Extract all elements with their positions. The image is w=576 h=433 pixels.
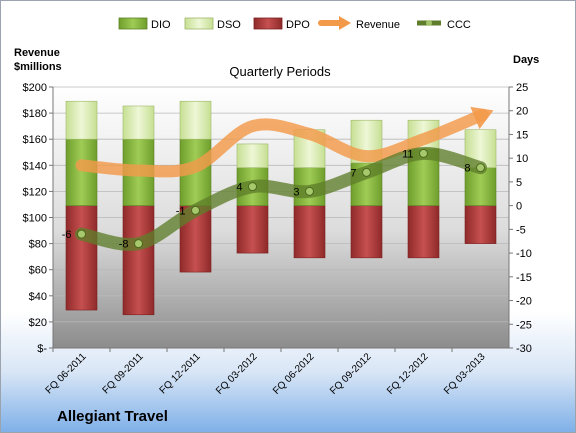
chart-title: Quarterly Periods xyxy=(229,64,331,79)
revenue-line xyxy=(75,108,489,178)
legend-revenue-label: Revenue xyxy=(356,19,400,31)
left-axis-title-line2: $millions xyxy=(14,61,62,73)
left-tick-label: $40 xyxy=(29,291,47,303)
x-tick-label: FQ 12-2012 xyxy=(385,351,431,397)
right-tick-label: 25 xyxy=(516,82,528,94)
left-tick-label: $60 xyxy=(29,265,47,277)
dso-bar xyxy=(236,143,269,168)
legend-revenue-arrow-icon xyxy=(318,16,351,30)
ccc-line xyxy=(75,146,487,251)
left-tick-label: $20 xyxy=(29,317,47,329)
right-tick-label: -25 xyxy=(516,319,532,331)
ccc-layer: -6 -8 -1 4 3 7 11 8 xyxy=(62,146,487,251)
dpo-bar xyxy=(293,205,326,259)
left-tick-label: $100 xyxy=(23,213,47,225)
ccc-point xyxy=(305,186,314,196)
dpo-bar xyxy=(350,205,383,259)
ccc-point xyxy=(362,167,371,177)
dpo-bar xyxy=(122,205,155,316)
ccc-data-label: -8 xyxy=(119,239,129,251)
left-tick-label: $- xyxy=(37,343,47,355)
right-tick-label: 5 xyxy=(516,177,522,189)
right-tick-label: 20 xyxy=(516,106,528,118)
ccc-data-label: 7 xyxy=(350,167,356,179)
dso-bar xyxy=(65,100,98,140)
ccc-point xyxy=(476,163,485,173)
ccc-data-label: -1 xyxy=(176,205,186,217)
legend-dso-label: DSO xyxy=(217,19,241,31)
x-tick-label: FQ 06-2011 xyxy=(44,351,89,396)
ccc-data-label: 4 xyxy=(236,182,242,194)
right-tick-label: -20 xyxy=(516,296,532,308)
right-tick-label: -30 xyxy=(516,343,532,355)
ccc-data-label: -6 xyxy=(62,229,72,241)
left-tick-label: $200 xyxy=(23,82,47,94)
x-tick-label: FQ 12-2011 xyxy=(158,351,203,396)
x-tick-label: FQ 03-2012 xyxy=(214,351,260,397)
right-axis-title: Days xyxy=(513,54,539,66)
ccc-point xyxy=(419,148,428,158)
legend-dpo-label: DPO xyxy=(286,19,310,31)
right-tick-label: -5 xyxy=(516,224,526,236)
dso-bar xyxy=(179,100,212,140)
revenue-arrowhead xyxy=(470,106,494,130)
left-tick-label: $180 xyxy=(23,108,47,120)
ccc-data-label: 3 xyxy=(293,186,299,198)
legend-dso-swatch xyxy=(184,17,214,30)
ccc-point xyxy=(191,205,200,215)
x-tick-label: FQ 03-2013 xyxy=(442,351,488,397)
legend-dpo-swatch xyxy=(253,17,283,30)
dpo-bar xyxy=(464,205,497,244)
ccc-point xyxy=(248,182,257,192)
company-name: Allegiant Travel xyxy=(57,408,168,425)
right-tick-label: 15 xyxy=(516,129,528,141)
legend-dio-swatch xyxy=(118,17,148,30)
left-tick-label: $140 xyxy=(23,160,47,172)
right-tick-label: 10 xyxy=(516,153,528,165)
right-tick-label: 0 xyxy=(516,201,522,213)
legend-ccc-line-icon xyxy=(417,20,441,26)
dpo-bar xyxy=(407,205,440,259)
legend-ccc-label: CCC xyxy=(447,19,471,31)
dso-bar xyxy=(122,105,155,140)
legend-dio-label: DIO xyxy=(151,19,171,31)
left-tick-label: $160 xyxy=(23,134,47,146)
dpo-bar xyxy=(236,205,269,254)
left-tick-label: $80 xyxy=(29,239,47,251)
x-tick-label: FQ 09-2012 xyxy=(328,351,374,397)
x-tick-label: FQ 06-2012 xyxy=(271,351,317,397)
dpo-bar xyxy=(65,205,98,311)
right-tick-label: -15 xyxy=(516,272,532,284)
right-tick-label: -10 xyxy=(516,248,532,260)
left-axis-title-line1: Revenue xyxy=(14,47,60,59)
x-tick-label: FQ 09-2011 xyxy=(101,351,146,396)
ccc-data-label: 11 xyxy=(402,148,413,160)
legend: DIO DSO DPO Revenue CCC xyxy=(118,16,471,31)
ccc-point xyxy=(134,239,143,249)
ccc-point xyxy=(77,229,86,239)
revenue-layer xyxy=(75,106,494,178)
left-tick-label: $120 xyxy=(23,186,47,198)
ccc-data-label: 8 xyxy=(464,163,470,175)
